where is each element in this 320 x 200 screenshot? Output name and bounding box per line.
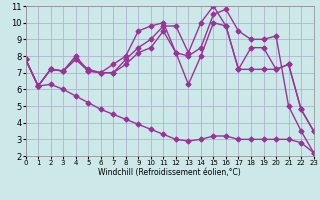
X-axis label: Windchill (Refroidissement éolien,°C): Windchill (Refroidissement éolien,°C) <box>98 168 241 177</box>
